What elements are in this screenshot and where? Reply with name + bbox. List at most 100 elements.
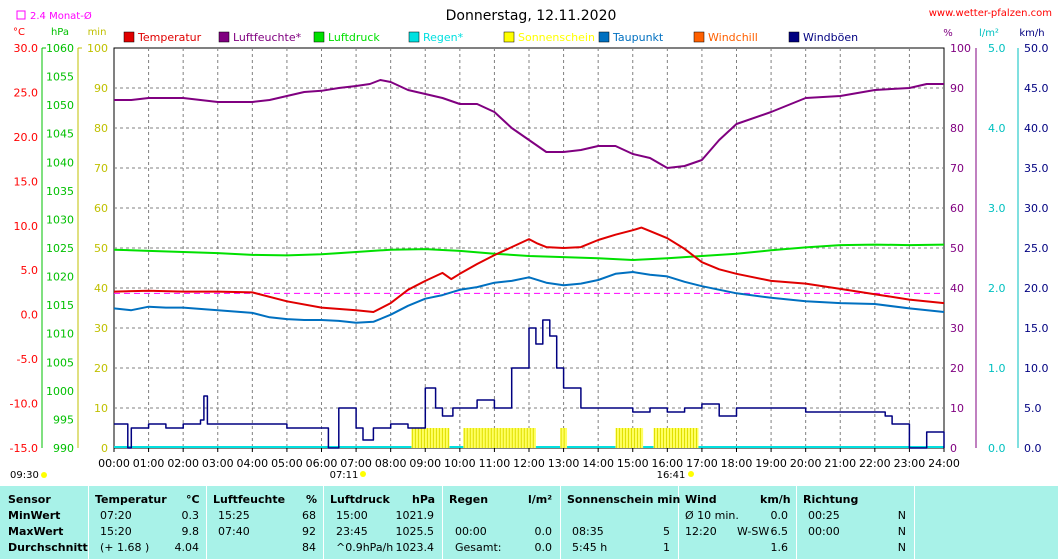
min-tick-label: 90 [94,82,108,95]
pressure-tick-label: 1005 [46,356,74,369]
dewpoint-line [113,271,945,324]
wind-tick-label: 5.0 [1024,402,1042,415]
pressure-tick-label: 1030 [46,213,74,226]
table-cell-rain: 0.0 [534,541,553,554]
grid [113,47,945,449]
table-cell-wind: 6.5 [770,525,789,538]
table-cell-dir: N [897,509,906,522]
table-cell-temp: 9.8 [181,525,200,538]
time-tick-label: 12:00 [513,457,545,470]
legend-swatch [218,31,230,43]
table-cell-temp: 4.04 [174,541,200,554]
wind-tick-label: 45.0 [1024,82,1049,95]
legend-label: Taupunkt [612,31,664,44]
sunrise-label: 07:11 [330,470,359,481]
table-cell-press: 1025.5 [395,525,435,538]
pressure-tick-label: 1060 [46,42,74,55]
site-url: www.wetter-pfalzen.com [929,8,1052,19]
time-tick-label: 07:00 [340,457,372,470]
header-humidity-unit: % [306,493,318,506]
header-humidity: Luftfeuchte [213,493,286,506]
header-sunshine: Sonnenschein min [567,493,681,506]
table-cell-sun-time: 5:45 h [572,541,608,554]
wind-tick-label: 20.0 [1024,282,1049,295]
table-cell-wind: 1.6 [770,541,789,554]
time-tick-label: 23:00 [894,457,926,470]
rain-tick-label: 4.0 [988,122,1006,135]
humidity-line [114,79,944,169]
time-tick-label: 01:00 [133,457,165,470]
temp-unit: °C [13,27,25,38]
table-cell-hum: 92 [302,525,316,538]
pressure-tick-label: 1050 [46,99,74,112]
percent-tick-label: 40 [950,282,964,295]
time-tick-label: 06:00 [306,457,338,470]
sunset-label: 16:41 [657,470,686,481]
temp-tick-label: 15.0 [14,175,39,188]
table-cell-temp-time: 07:20 [100,509,132,522]
sunshine-bar [463,428,536,448]
temp-tick-label: 30.0 [14,42,39,55]
legend-label: Windböen [803,31,858,44]
pressure-tick-label: 1025 [46,242,74,255]
pressure-tick-label: 1020 [46,271,74,284]
time-tick-label: 22:00 [859,457,891,470]
pressure-unit: hPa [51,27,69,38]
time-tick-label: 04:00 [236,457,268,470]
table-cell-rain-time: Gesamt: [455,541,502,554]
table-cell-press-time: ^0.9hPa/h [336,541,394,554]
legend-label: Luftdruck [328,31,380,44]
min-tick-label: 10 [94,402,108,415]
wind-tick-label: 0.0 [1024,442,1042,455]
rain-tick-label: 2.0 [988,282,1006,295]
pressure-tick-label: 1000 [46,385,74,398]
time-tick-label: 20:00 [790,457,822,470]
pressure-tick-label: 1010 [46,328,74,341]
time-tick-label: 24:00 [928,457,960,470]
table-cell-wind-time: 12:20 [685,525,717,538]
table-cell-label: MaxWert [8,525,64,538]
pressure-tick-label: 1055 [46,71,74,84]
temp-tick-label: -5.0 [17,353,38,366]
table-cell-wind-time: Ø 10 min. [685,509,739,522]
wind-tick-label: 50.0 [1024,42,1049,55]
monthly-avg-marker-icon [16,10,26,20]
time-tick-label: 16:00 [651,457,683,470]
time-tick-label: 14:00 [582,457,614,470]
wind-tick-label: 25.0 [1024,242,1049,255]
windgust-line [114,319,945,449]
legend-label: Regen* [423,31,464,44]
temp-tick-label: 0.0 [21,309,39,322]
percent-tick-label: 0 [950,442,957,455]
rain-tick-label: 1.0 [988,362,1006,375]
temp-tick-label: 25.0 [14,86,39,99]
table-cell-label: Durchschnitt [8,541,88,554]
legend-swatch [503,31,515,43]
weather-chart: 30.0 25.0 20.0 15.0 10.0 5.0 0.0 -5.0 -10.0 -15.0… [10,8,1052,481]
header-pressure-unit: hPa [412,493,436,506]
sunset-icon [688,471,694,477]
percent-tick-label: 30 [950,322,964,335]
sunshine-total-label: 09:30 [10,470,39,481]
stats-table: Sensor Temperatur °C Luftfeuchte % Luftd… [0,486,1058,559]
legend-swatch [598,31,610,43]
legend-label: Luftfeuchte* [233,31,302,44]
temperature-line [113,226,945,313]
table-cell-press-time: 23:45 [336,525,368,538]
percent-tick-label: 50 [950,242,964,255]
header-temperature: Temperatur [95,493,167,506]
percent-tick-label: 100 [950,42,971,55]
rain-tick-label: 0.0 [988,442,1006,455]
legend-swatch [313,31,325,43]
pressure-tick-label: 1015 [46,299,74,312]
percent-tick-label: 10 [950,402,964,415]
table-cell-sun-time: 08:35 [572,525,604,538]
table-cell-press: 1023.4 [395,541,435,554]
axes: 30.0 25.0 20.0 15.0 10.0 5.0 0.0 -5.0 -10.0 -15.0… [10,42,1049,470]
header-pressure: Luftdruck [330,493,390,506]
time-tick-label: 11:00 [479,457,511,470]
wind-tick-label: 30.0 [1024,202,1049,215]
legend-swatch [788,31,800,43]
pressure-tick-label: 1040 [46,156,74,169]
table-cell-rain: 0.0 [534,525,553,538]
